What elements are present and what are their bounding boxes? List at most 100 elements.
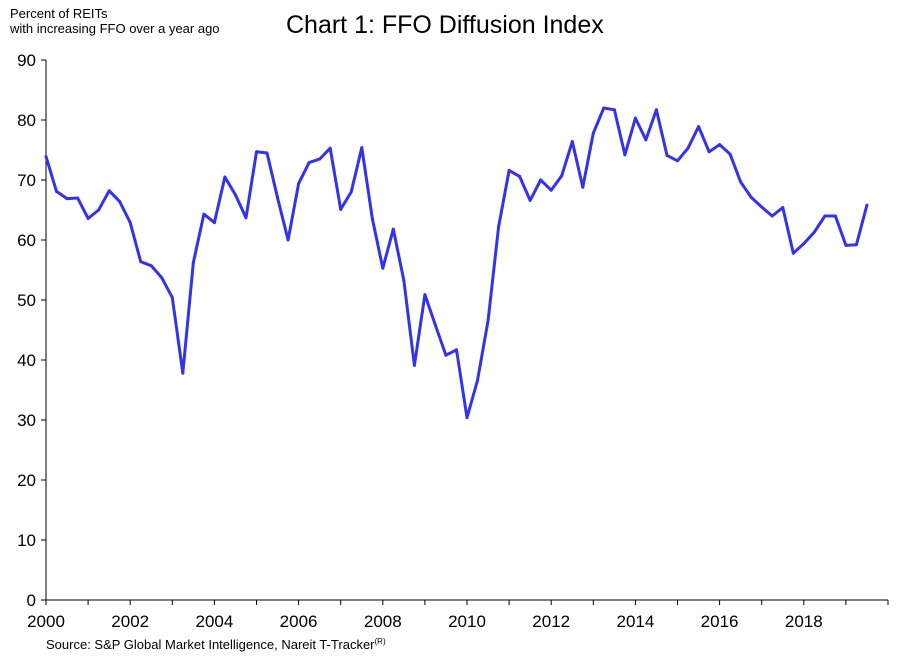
data-point [160,276,164,280]
data-point [676,159,679,163]
data-point [55,189,58,193]
y-axis-title-line-2: with increasing FFO over a year ago [10,21,220,36]
data-point [539,178,543,182]
data-point [349,190,353,194]
series-layer [44,106,869,420]
x-tick-label: 2004 [195,612,233,631]
data-point [139,260,143,264]
data-point [360,146,364,150]
data-point [654,108,658,112]
data-point [423,293,427,297]
data-point [507,168,511,172]
data-point [854,243,858,247]
data-point [339,207,343,211]
data-point [707,150,711,154]
y-tick-label: 90 [17,51,36,70]
data-point [812,230,816,234]
x-tick-label: 2016 [701,612,739,631]
data-point [65,197,69,201]
x-tick-label: 2006 [280,612,318,631]
data-point [528,198,532,202]
data-point [255,150,258,154]
x-tick-label: 2012 [532,612,570,631]
data-point [602,106,606,110]
data-point [234,193,237,197]
source-note: Source: S&P Global Market Intelligence, … [46,634,386,653]
y-tick-label: 10 [17,531,36,550]
data-point [286,238,290,242]
data-point [381,266,385,270]
data-point [802,242,806,246]
data-point [455,348,458,352]
data-point [97,208,101,212]
data-point [865,203,869,207]
data-point [486,318,490,322]
data-point [686,146,690,150]
data-point [644,138,648,142]
data-point [412,363,416,367]
x-tick-label: 2002 [111,612,149,631]
data-point [444,353,448,357]
y-tick-label: 0 [27,591,36,610]
data-point [760,205,764,209]
data-point [107,189,111,193]
data-point [476,378,479,382]
x-tick-label: 2000 [27,612,65,631]
data-point [844,243,848,247]
data-point [612,108,616,112]
data-point [44,155,48,159]
data-point [833,214,837,218]
y-tick-label: 50 [17,291,36,310]
data-point [570,140,574,144]
data-point [370,216,374,220]
data-point [128,221,132,225]
data-point [307,161,311,165]
data-point [149,264,153,268]
data-point [391,227,395,231]
data-point [718,143,722,147]
data-point [465,416,469,420]
data-point [118,200,122,204]
y-tick-label: 80 [17,111,36,130]
y-tick-label: 70 [17,171,36,190]
data-point [728,152,732,156]
data-point [739,180,743,184]
y-axis-title: Percent of REITs with increasing FFO ove… [10,6,220,36]
data-point [623,153,627,157]
data-point [223,175,227,179]
data-point [518,174,522,178]
data-point [244,216,248,220]
data-point [76,196,80,200]
x-tick-label: 2010 [448,612,486,631]
x-tick-label: 2018 [785,612,823,631]
data-point [433,323,437,327]
data-point [749,195,753,199]
x-tick-label: 2008 [364,612,402,631]
data-point [191,261,195,265]
data-point [170,296,174,300]
data-point [781,206,785,210]
data-point [276,196,280,200]
data-point [791,251,795,255]
y-tick-label: 20 [17,471,36,490]
data-point [265,151,269,155]
data-point [86,216,90,220]
data-point [581,185,585,189]
data-point [770,214,774,218]
data-point [497,225,501,229]
y-tick-label: 40 [17,351,36,370]
ffo-diffusion-line [44,106,869,420]
data-point [318,157,322,161]
data-point [212,221,216,225]
data-point [328,146,332,150]
data-point [633,116,637,120]
data-point [591,131,595,135]
chart-title: Chart 1: FFO Diffusion Index [286,11,604,39]
data-point [665,153,669,157]
y-axis-title-line-1: Percent of REITs [10,6,108,21]
data-point [402,278,406,282]
data-point [697,125,701,129]
y-tick-label: 30 [17,411,36,430]
data-point [560,174,564,178]
